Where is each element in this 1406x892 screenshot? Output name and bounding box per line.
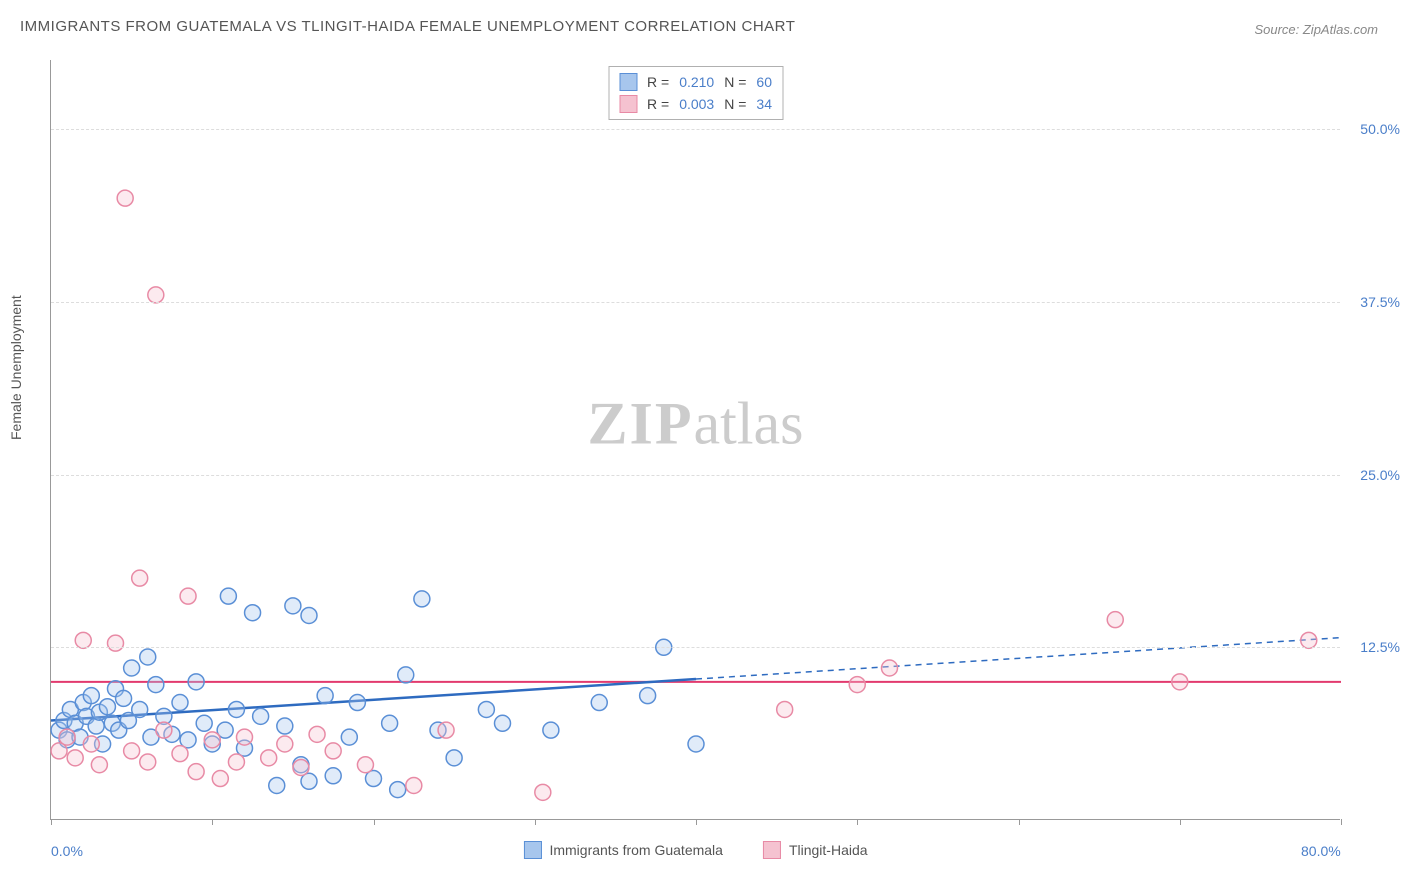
gridline-h bbox=[51, 302, 1340, 303]
xtick bbox=[1019, 819, 1020, 825]
gridline-h bbox=[51, 475, 1340, 476]
swatch-guatemala bbox=[523, 841, 541, 859]
ytick-label: 37.5% bbox=[1360, 294, 1400, 310]
xtick bbox=[1180, 819, 1181, 825]
source-attribution: Source: ZipAtlas.com bbox=[1254, 22, 1378, 37]
xtick bbox=[374, 819, 375, 825]
gridline-h bbox=[51, 647, 1340, 648]
scatter-svg bbox=[51, 60, 1340, 819]
legend-label-tlingit: Tlingit-Haida bbox=[789, 842, 868, 858]
xtick-label: 0.0% bbox=[51, 843, 83, 859]
y-axis-label: Female Unemployment bbox=[8, 295, 24, 440]
plot-area: ZIPatlas R = 0.210 N = 60 R = 0.003 N = … bbox=[50, 60, 1340, 820]
legend-item-tlingit: Tlingit-Haida bbox=[763, 841, 868, 859]
chart-title: IMMIGRANTS FROM GUATEMALA VS TLINGIT-HAI… bbox=[20, 18, 795, 35]
swatch-tlingit bbox=[763, 841, 781, 859]
xtick bbox=[535, 819, 536, 825]
xtick bbox=[857, 819, 858, 825]
ytick-label: 50.0% bbox=[1360, 121, 1400, 137]
gridline-h bbox=[51, 129, 1340, 130]
xtick-label: 80.0% bbox=[1301, 843, 1341, 859]
legend-series: Immigrants from Guatemala Tlingit-Haida bbox=[523, 841, 867, 859]
ytick-label: 12.5% bbox=[1360, 639, 1400, 655]
xtick bbox=[1341, 819, 1342, 825]
xtick bbox=[212, 819, 213, 825]
xtick bbox=[696, 819, 697, 825]
ytick-label: 25.0% bbox=[1360, 467, 1400, 483]
xtick bbox=[51, 819, 52, 825]
legend-label-guatemala: Immigrants from Guatemala bbox=[549, 842, 723, 858]
legend-item-guatemala: Immigrants from Guatemala bbox=[523, 841, 723, 859]
